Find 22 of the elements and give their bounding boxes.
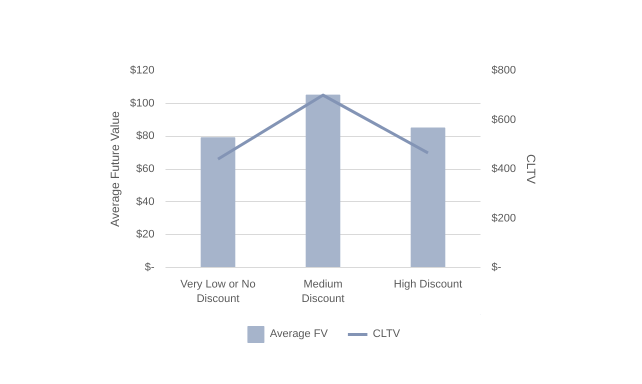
y-tick-label: $- — [144, 262, 155, 274]
y2-tick-label: $800 — [492, 64, 516, 76]
legend-label: Average FV — [270, 328, 328, 340]
y2-tick-label: $200 — [492, 212, 516, 224]
bar — [306, 94, 340, 268]
y2-tick-label: $600 — [492, 114, 516, 126]
y-tick-label: $20 — [136, 228, 155, 241]
y-axis-title: Average Future Value — [108, 110, 122, 227]
y2-tick-label: $- — [492, 262, 502, 274]
legend-label: CLTV — [372, 328, 400, 340]
y-tick-label: $40 — [136, 196, 155, 208]
y-tick-label: $120 — [130, 64, 155, 76]
bar — [410, 127, 446, 268]
y2-tick-label: $400 — [492, 163, 516, 175]
x-tick-label: Very Low or No Discount — [180, 278, 256, 305]
x-tick-label: Medium Discount — [302, 278, 344, 305]
y-tick-label: $80 — [136, 130, 155, 142]
y2-axis-title: CLTV — [524, 154, 538, 184]
x-tick-label: High Discount — [394, 278, 462, 290]
bar — [200, 137, 236, 268]
y-tick-label: $100 — [130, 97, 155, 110]
y-tick-label: $60 — [136, 163, 155, 175]
